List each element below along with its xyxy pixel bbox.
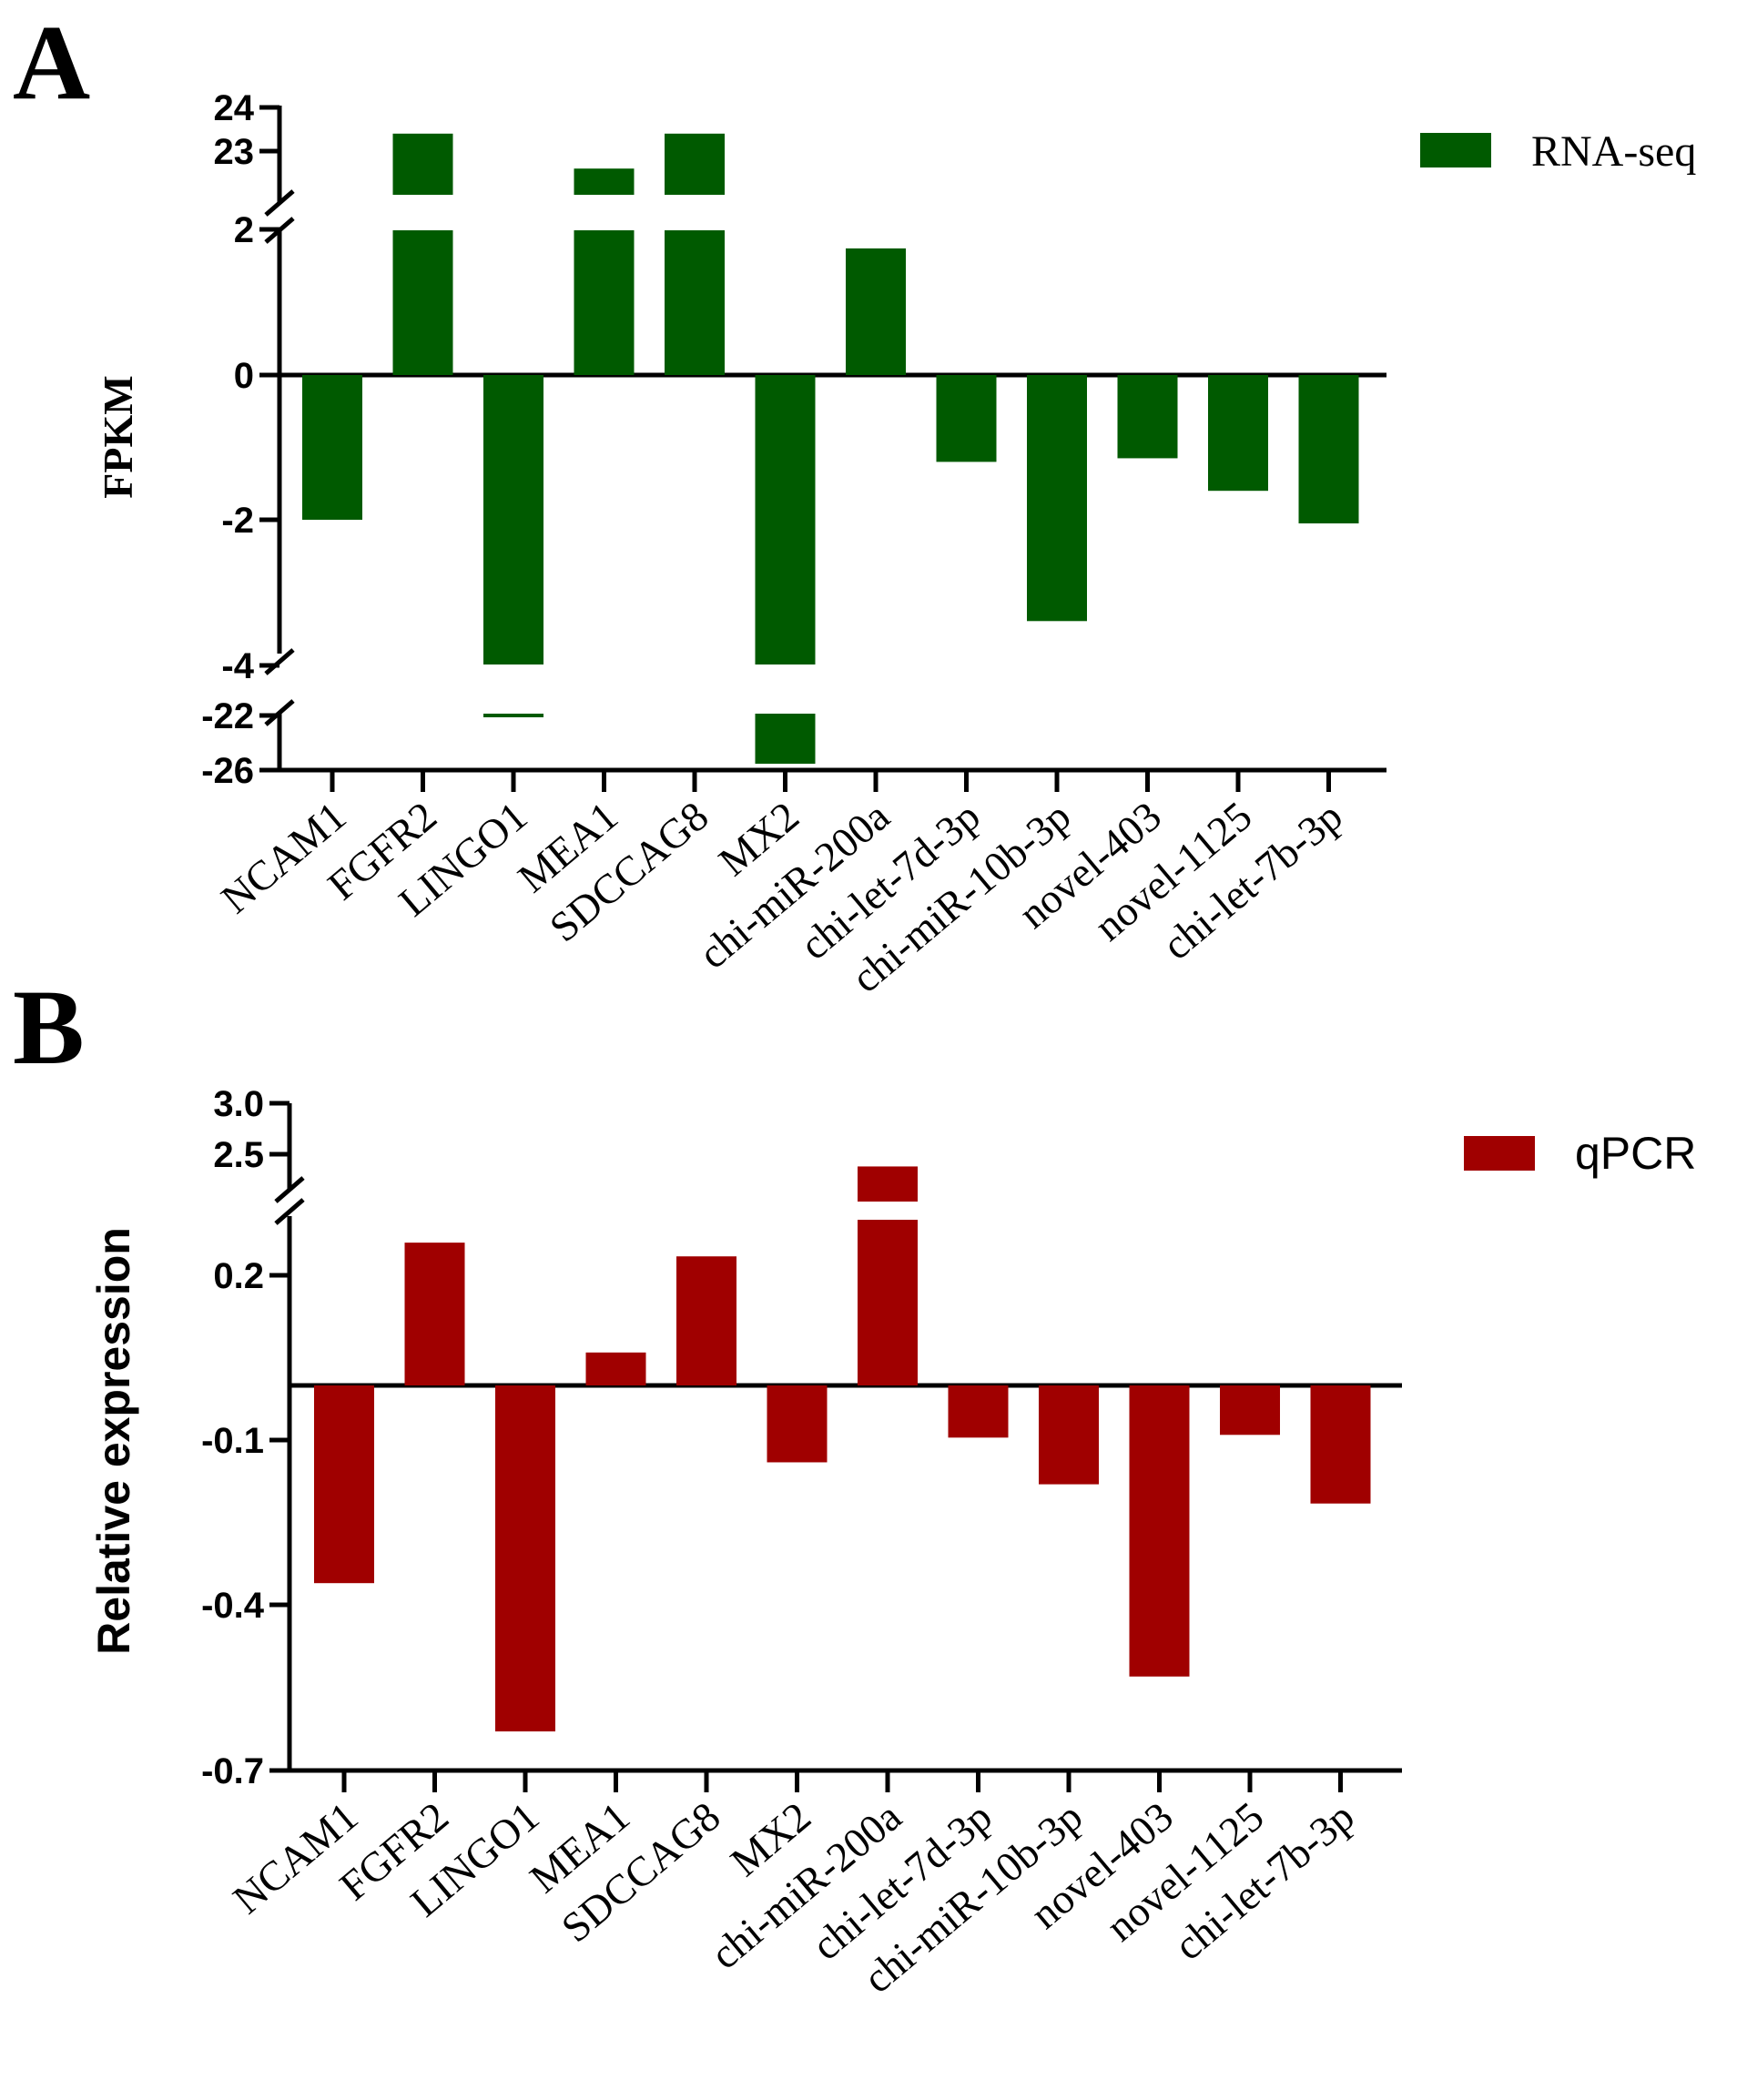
panel-b-bar-fgfr2 (404, 1243, 465, 1385)
panel-b-y-tick-label: -0.4 (201, 1586, 265, 1626)
panel-a-y-tick-label: 2 (234, 210, 254, 250)
panel-a-axis-break-mark (264, 189, 295, 217)
panel-a-axis-break-mark (264, 648, 295, 675)
panel-b-bar-mea1 (585, 1352, 646, 1385)
panel-b-axis-break-mark (274, 1198, 305, 1225)
panel-a-legend-label: RNA-seq (1531, 127, 1696, 176)
panel-b-chart: 3.0 2.5 0.2 -0.1 -0.4 -0.7 Relative expression… (88, 1084, 1696, 2002)
panel-a-bar-mx2-upper (755, 375, 816, 664)
panel-a-bar-lingo1-upper (483, 375, 543, 664)
panel-a-y-tick-label: -22 (201, 696, 254, 736)
panel-b-axis-break-mark (274, 1176, 305, 1203)
panel-a-y-tick-label: -26 (201, 751, 254, 791)
panel-b-y-axis-title: Relative expression (88, 1227, 139, 1655)
panel-b-bar-chi-mir-10b-3p (1039, 1385, 1099, 1485)
panel-a-y-tick-label: 0 (234, 356, 254, 396)
panel-a-chart: 242320-2-4-22-26FPKMNCAM1FGFR2LINGO1MEA1… (95, 88, 1696, 1001)
panel-b-y-tick-label: -0.1 (201, 1421, 264, 1461)
panel-b-bar-chi-let-7b-3p (1310, 1385, 1371, 1504)
panel-b-bar-mx2 (767, 1385, 828, 1463)
panel-a-y-tick-label: 24 (214, 88, 255, 128)
panel-a-bar-fgfr2-lower (392, 230, 453, 375)
panel-a-legend-swatch (1420, 133, 1491, 167)
panel-a-bar-mx2-lower (755, 714, 816, 764)
panel-a-bar-chi-let-7b-3p (1298, 375, 1359, 523)
panel-a-bar-sdccag8-upper (665, 133, 725, 195)
panel-a-bar-ncam1 (302, 375, 362, 520)
panel-b-y-tick-label: -0.7 (201, 1751, 264, 1791)
panel-a-bar-lingo1-lower (483, 714, 543, 717)
panel-a-axis-break-mark (264, 699, 295, 726)
panel-b-y-tick-label: 3.0 (213, 1084, 264, 1124)
panel-a-bar-novel-1125 (1208, 375, 1268, 492)
panel-a-label: A (13, 3, 90, 122)
panel-b-x-tick-label: NCAM1 (224, 1793, 366, 1923)
panel-b-y-tick-label: 2.5 (213, 1135, 264, 1175)
panel-a-bar-mea1-lower (574, 230, 635, 375)
panel-b-bar-lingo1 (495, 1385, 555, 1732)
panel-b-bar-chi-let-7d-3p (948, 1385, 1009, 1438)
panel-b-bar-chi-mir-200a-upper (858, 1166, 918, 1202)
panel-b-bar-chi-mir-200a-lower (858, 1220, 918, 1385)
panel-a-y-tick-label: -4 (221, 646, 254, 686)
panel-b-label: B (13, 968, 85, 1087)
panel-b-bar-sdccag8 (676, 1256, 736, 1385)
panel-b-legend-swatch (1464, 1136, 1535, 1171)
panel-a-bar-fgfr2-upper (392, 133, 453, 195)
panel-b-bar-novel-403 (1129, 1385, 1190, 1677)
panel-b-bar-ncam1 (314, 1385, 374, 1584)
panel-a-y-axis-title: FPKM (95, 375, 141, 498)
panel-b-y-tick-label: 0.2 (213, 1256, 264, 1296)
panel-a-y-tick-label: 23 (214, 132, 255, 172)
panel-a-bar-sdccag8-lower (665, 230, 725, 375)
panel-b-legend-label: qPCR (1575, 1128, 1696, 1179)
panel-a-bar-novel-403 (1117, 375, 1178, 459)
panel-a-bar-chi-mir-10b-3p (1027, 375, 1087, 622)
panel-a-bar-chi-let-7d-3p (936, 375, 997, 462)
panel-a-bar-chi-mir-200a (846, 248, 906, 375)
panel-b-bar-novel-1125 (1220, 1385, 1280, 1436)
panel-a-x-tick-label: NCAM1 (212, 793, 354, 923)
panel-a-bar-mea1-upper (574, 168, 635, 195)
panel-a-y-tick-label: -2 (221, 501, 254, 541)
